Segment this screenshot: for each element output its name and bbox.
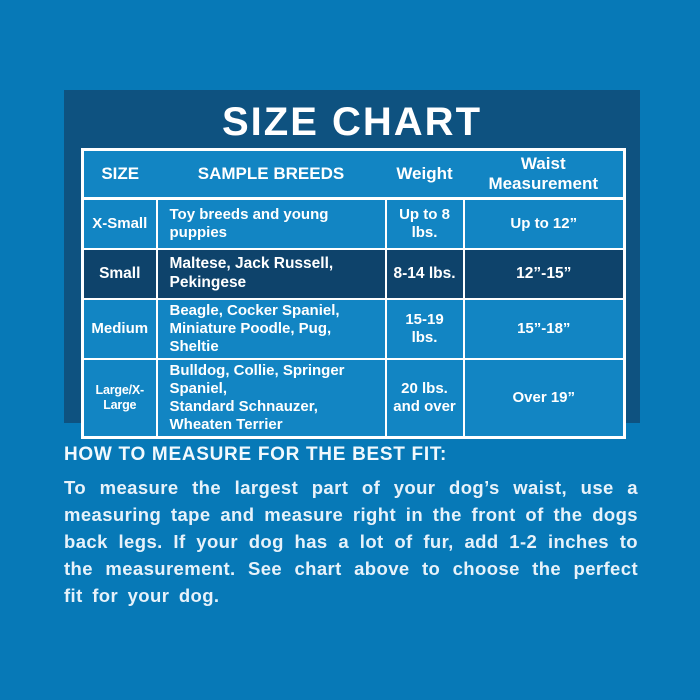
table-row-small-highlighted: Small Maltese, Jack Russell, Pekingese 8… (81, 248, 626, 300)
size-cell: Medium (81, 298, 158, 360)
waist-cell: Over 19” (462, 358, 626, 439)
weight-cell: 8-14 lbs. (384, 248, 465, 300)
size-cell: Small (81, 248, 158, 300)
size-cell: Large/X-Large (81, 358, 158, 439)
column-header-size: SIZE (82, 148, 157, 200)
column-header-waist-measurement: Waist Measurement (463, 148, 625, 200)
size-chart-title: SIZE CHART (222, 100, 482, 144)
table-header-row: SIZE SAMPLE BREEDS Weight Waist Measurem… (82, 148, 625, 200)
column-header-sample-breeds: SAMPLE BREEDS (156, 148, 386, 200)
table-row-x-small: X-Small Toy breeds and young puppies Up … (81, 197, 626, 250)
breeds-cell: Beagle, Cocker Spaniel, Miniature Poodle… (155, 298, 387, 360)
breeds-cell: Bulldog, Collie, Springer Spaniel, Stand… (155, 358, 387, 439)
table-row-medium: Medium Beagle, Cocker Spaniel, Miniature… (81, 298, 626, 360)
size-chart-panel: SIZE CHART SIZE SAMPLE BREEDS Weight Wai… (64, 90, 640, 439)
weight-cell: 20 lbs. and over (384, 358, 465, 439)
waist-cell: 12”-15” (462, 248, 626, 300)
size-chart-table: SIZE SAMPLE BREEDS Weight Waist Measurem… (81, 148, 626, 439)
waist-cell: 15”-18” (462, 298, 626, 360)
how-to-measure-heading: HOW TO MEASURE FOR THE BEST FIT: (64, 444, 448, 465)
breeds-cell: Toy breeds and young puppies (155, 197, 387, 250)
breeds-cell: Maltese, Jack Russell, Pekingese (155, 248, 387, 300)
how-to-measure-paragraph: To measure the largest part of your dog’… (64, 477, 638, 606)
how-to-measure-section: HOW TO MEASURE FOR THE BEST FIT: To meas… (64, 444, 638, 609)
waist-cell: Up to 12” (462, 197, 626, 250)
size-cell: X-Small (81, 197, 158, 250)
table-row-large-x-large: Large/X-Large Bulldog, Collie, Springer … (81, 358, 626, 439)
column-header-weight: Weight (385, 148, 464, 200)
weight-cell: 15-19 lbs. (384, 298, 465, 360)
weight-cell: Up to 8 lbs. (384, 197, 465, 250)
